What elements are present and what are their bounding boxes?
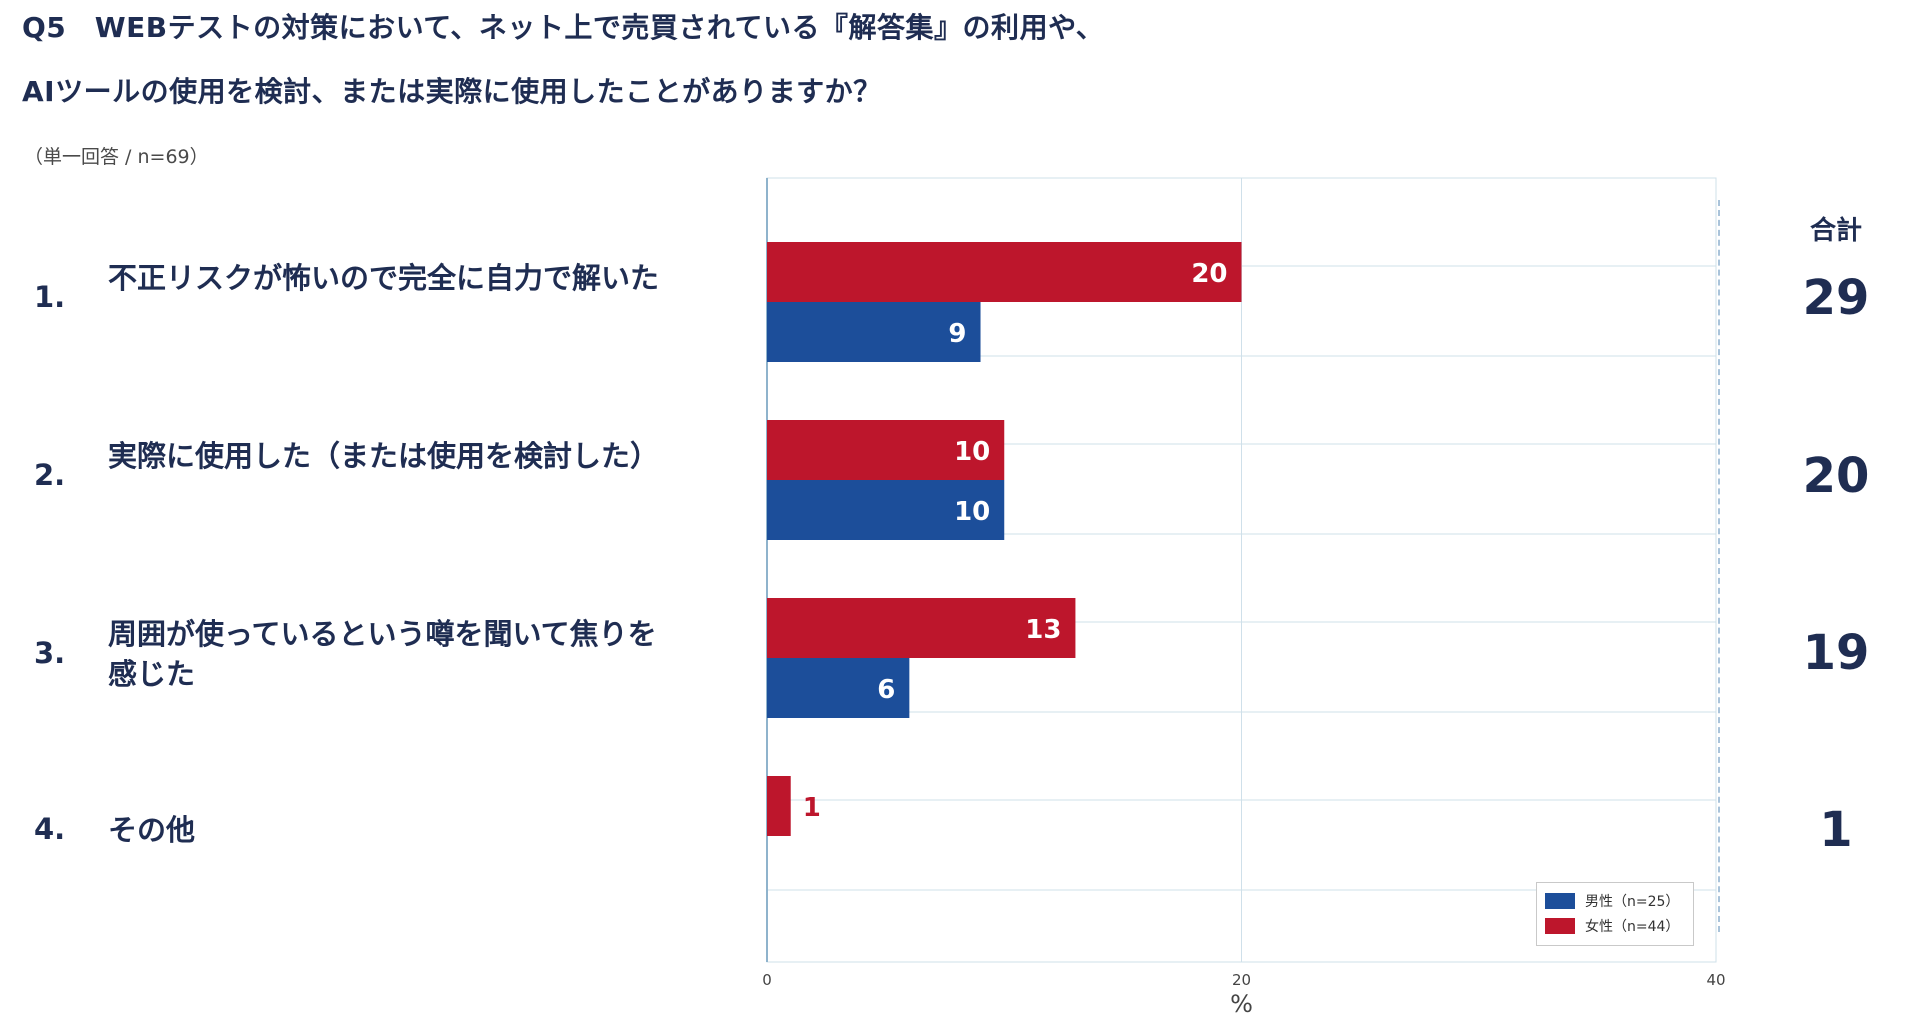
total-value-1: 29 xyxy=(1802,270,1870,326)
chart-title-line-1: Q5 WEBテストの対策において、ネット上で売買されている『解答集』の利用や、 xyxy=(22,11,1105,44)
data-label-male-1: 9 xyxy=(948,319,966,349)
data-label-female-3: 13 xyxy=(1025,615,1061,645)
category-label-3: 周囲が使っているという噂を聞いて焦りを感じた xyxy=(108,617,657,691)
chart-title-line-2: AIツールの使用を検討、または実際に使用したことがありますか？ xyxy=(22,75,882,108)
bar-female-1 xyxy=(767,242,1242,302)
total-value-4: 1 xyxy=(1819,802,1853,858)
category-number-2: 2. xyxy=(34,458,66,492)
totals-header: 合計 xyxy=(1809,216,1862,246)
chart-legend: 男性（n=25） 女性（n=44） xyxy=(1536,882,1694,946)
data-label-female-4: 1 xyxy=(803,793,821,823)
category-label-1: 不正リスクが怖いので完全に自力で解いた xyxy=(108,261,660,295)
category-label-2: 実際に使用した（または使用を検討した） xyxy=(108,439,660,473)
data-label-female-2: 10 xyxy=(954,437,990,467)
category-number-3: 3. xyxy=(34,636,66,670)
bar-female-2 xyxy=(767,420,1005,480)
category-number-4: 4. xyxy=(34,812,66,846)
bar-male-3 xyxy=(767,658,910,718)
legend-label-female: 女性（n=44） xyxy=(1585,919,1680,935)
data-label-female-1: 20 xyxy=(1191,259,1227,289)
total-value-2: 20 xyxy=(1802,448,1870,504)
data-label-male-2: 10 xyxy=(954,497,990,527)
sample-note: （単一回答 / n=69） xyxy=(24,146,209,168)
data-label-male-3: 6 xyxy=(877,675,895,705)
category-number-1: 1. xyxy=(34,280,66,314)
legend-item-female: 女性（n=44） xyxy=(1545,916,1679,936)
x-axis-label: % xyxy=(1230,990,1253,1016)
legend-label-male: 男性（n=25） xyxy=(1585,894,1680,910)
bar-male-1 xyxy=(767,302,981,362)
x-tick-label-20: 20 xyxy=(1232,971,1251,989)
bar-female-3 xyxy=(767,598,1076,658)
totals-divider xyxy=(1718,200,1720,932)
legend-swatch-male xyxy=(1545,893,1575,909)
legend-swatch-female xyxy=(1545,918,1575,934)
category-label-4: その他 xyxy=(108,813,196,847)
x-tick-label-40: 40 xyxy=(1706,971,1725,989)
x-tick-label-0: 0 xyxy=(762,971,772,989)
bar-male-2 xyxy=(767,480,1005,540)
bar-female-4 xyxy=(767,776,791,836)
total-value-3: 19 xyxy=(1802,625,1870,681)
legend-item-male: 男性（n=25） xyxy=(1545,891,1679,911)
